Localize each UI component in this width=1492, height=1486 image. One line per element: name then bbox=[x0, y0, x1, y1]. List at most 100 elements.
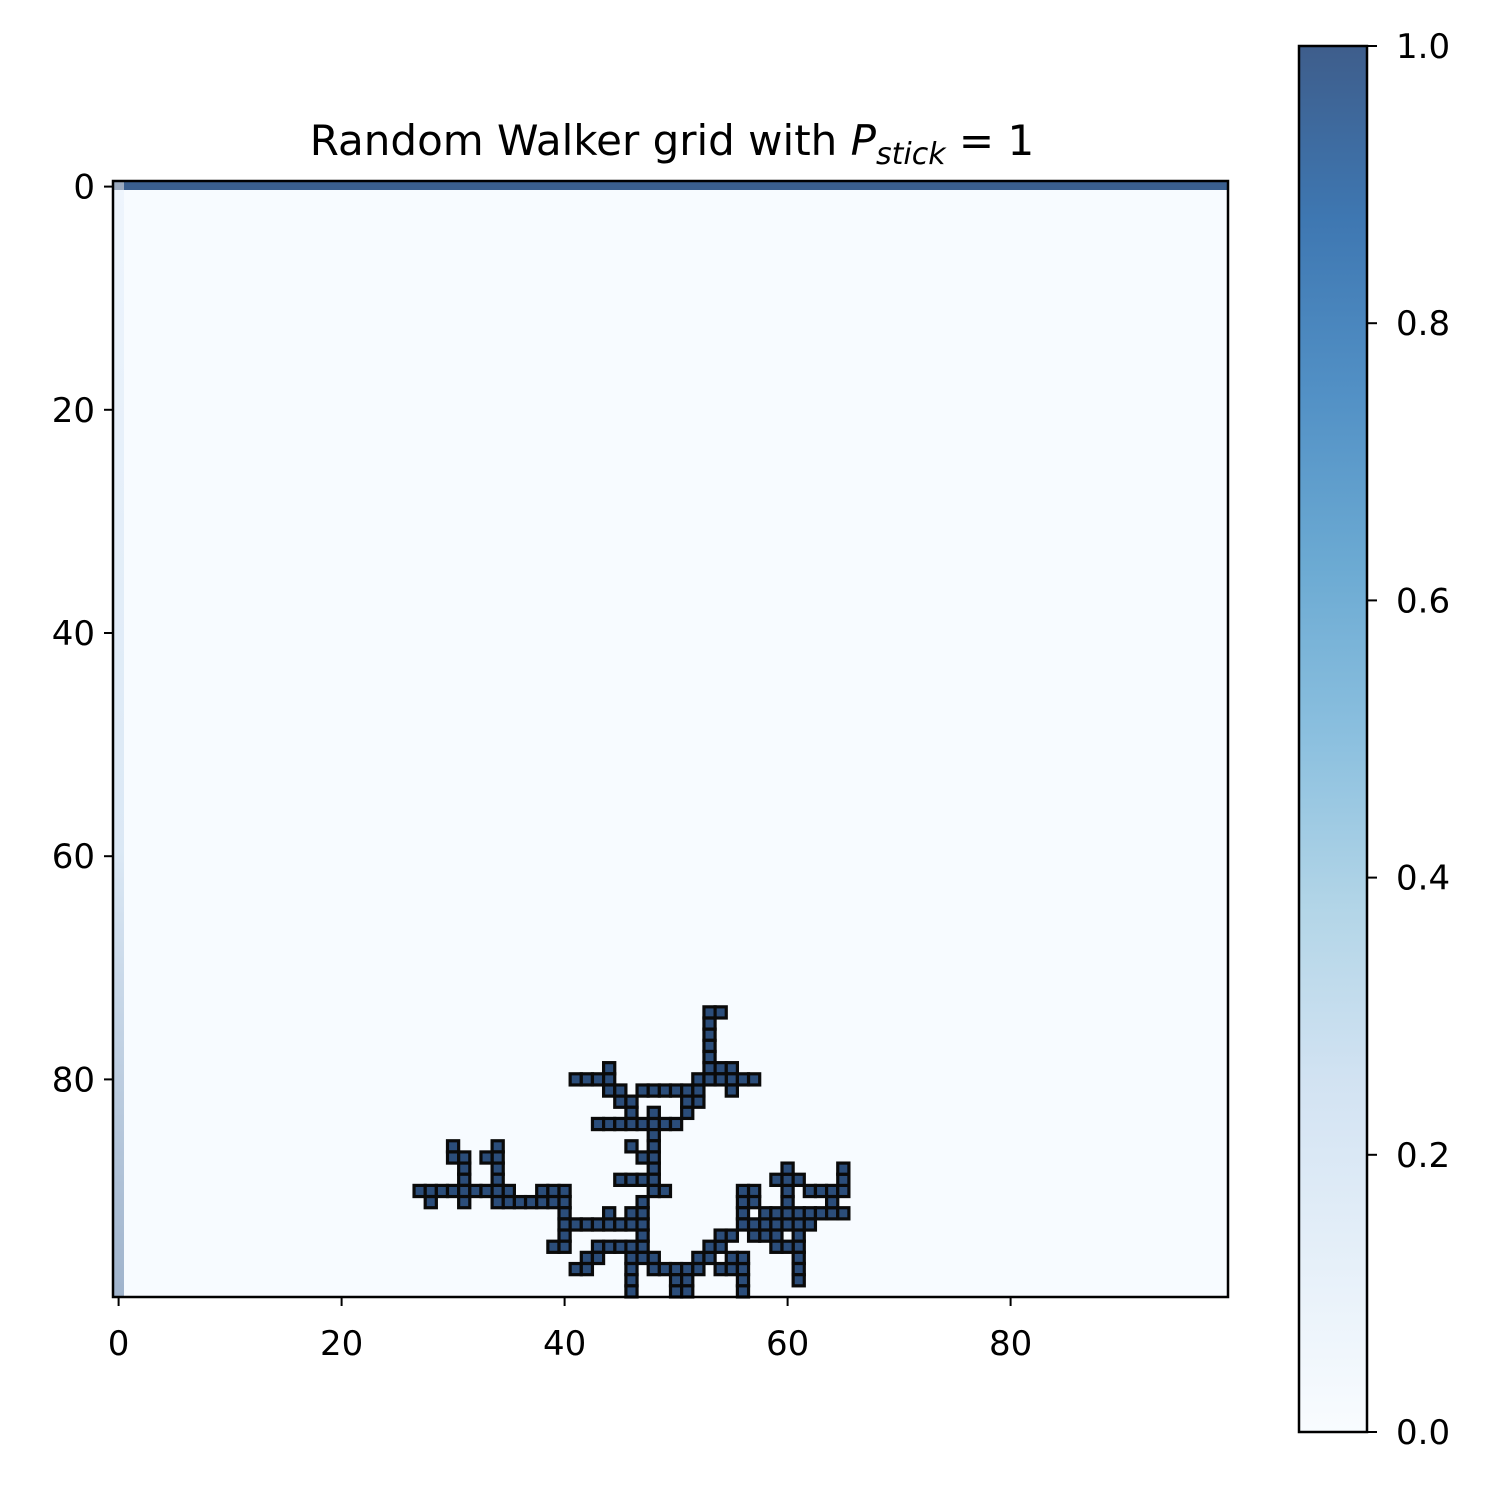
cluster-cell bbox=[646, 1150, 661, 1165]
cluster-cell bbox=[746, 1194, 762, 1210]
cluster-cell bbox=[702, 1027, 717, 1042]
cluster-cell bbox=[624, 1239, 639, 1254]
cluster-cell bbox=[557, 1194, 572, 1210]
cluster-cell bbox=[836, 1183, 851, 1199]
y-axis: 0 20 40 60 80 bbox=[52, 168, 113, 1100]
heatmap-background bbox=[113, 181, 1228, 1297]
cluster-cell bbox=[590, 1239, 606, 1254]
cluster-cell bbox=[590, 1250, 606, 1266]
cluster-cell bbox=[702, 1038, 717, 1054]
cluster-cell bbox=[735, 1206, 751, 1221]
cluster-cell bbox=[624, 1261, 639, 1277]
cluster-cell bbox=[568, 1261, 583, 1277]
cluster-cell bbox=[490, 1150, 505, 1165]
cluster-cell bbox=[601, 1072, 617, 1087]
cluster-cell bbox=[680, 1083, 695, 1098]
chart-title-prefix: Random Walker grid with bbox=[310, 116, 851, 165]
x-tick-label: 0 bbox=[108, 1324, 130, 1364]
chart-title-subscript: stick bbox=[876, 137, 947, 172]
y-tick-label: 0 bbox=[73, 168, 95, 208]
colorbar-gradient bbox=[1299, 46, 1367, 1432]
cluster-cell bbox=[490, 1194, 505, 1210]
cluster-cell bbox=[824, 1206, 840, 1221]
cluster-cell bbox=[691, 1083, 706, 1098]
cluster-cell bbox=[746, 1217, 762, 1232]
cluster-cell bbox=[713, 1228, 728, 1243]
cluster-cell bbox=[579, 1261, 595, 1277]
cluster-cell bbox=[802, 1206, 818, 1221]
cluster-cell bbox=[601, 1239, 617, 1254]
cluster-cell bbox=[713, 1005, 728, 1020]
x-tick-label: 80 bbox=[989, 1324, 1032, 1364]
chart-title-suffix: = 1 bbox=[946, 116, 1035, 165]
cluster-cell bbox=[490, 1172, 505, 1187]
cluster-cell bbox=[557, 1206, 572, 1221]
x-axis: 0 20 40 60 80 bbox=[108, 1297, 1032, 1364]
cluster-cell bbox=[579, 1217, 595, 1232]
cluster-cell bbox=[702, 1239, 717, 1254]
cluster-cell bbox=[657, 1083, 673, 1098]
cluster-cell bbox=[791, 1273, 806, 1288]
colorbar-tick-label: 0.4 bbox=[1396, 859, 1450, 899]
cluster-cell bbox=[780, 1161, 795, 1176]
cluster-cell bbox=[668, 1261, 684, 1277]
cluster-cell bbox=[824, 1183, 840, 1199]
colorbar-frame bbox=[1297, 44, 1369, 1434]
cluster-cell bbox=[724, 1061, 739, 1076]
y-tick-label: 40 bbox=[52, 614, 95, 654]
cluster-cell bbox=[735, 1273, 751, 1288]
cluster-cell bbox=[791, 1250, 806, 1266]
cluster-cell bbox=[724, 1228, 739, 1243]
heatmap-area bbox=[111, 179, 1230, 1299]
cluster-cell bbox=[601, 1083, 617, 1098]
cluster-cell bbox=[836, 1206, 851, 1221]
cluster-cell bbox=[601, 1217, 617, 1232]
cluster-cell bbox=[780, 1172, 795, 1187]
cluster-cell bbox=[557, 1228, 572, 1243]
cluster-cell bbox=[769, 1239, 784, 1254]
cluster-cell bbox=[635, 1250, 650, 1266]
cluster-cell bbox=[657, 1183, 673, 1199]
cluster-cell bbox=[769, 1217, 784, 1232]
cluster-cell bbox=[668, 1083, 684, 1098]
cluster-cell bbox=[557, 1183, 572, 1199]
cluster-cell bbox=[680, 1105, 695, 1121]
cluster-cell bbox=[646, 1261, 661, 1277]
cluster-cell bbox=[613, 1217, 628, 1232]
cluster-cell bbox=[713, 1261, 728, 1277]
cluster-cell bbox=[668, 1116, 684, 1132]
heatmap-top-row bbox=[113, 181, 1228, 190]
cluster-cell bbox=[702, 1250, 717, 1266]
cluster-cell bbox=[746, 1228, 762, 1243]
cluster-cell bbox=[836, 1161, 851, 1176]
cluster-cell bbox=[546, 1239, 561, 1254]
cluster-cell bbox=[769, 1228, 784, 1243]
cluster-cell bbox=[457, 1183, 472, 1199]
cluster-cell bbox=[613, 1239, 628, 1254]
y-tick-label: 20 bbox=[52, 391, 95, 431]
cluster-cell bbox=[758, 1228, 773, 1243]
cluster-cell bbox=[523, 1194, 539, 1210]
cluster-cell bbox=[735, 1284, 751, 1299]
cluster-cell bbox=[624, 1139, 639, 1154]
cluster-cell bbox=[568, 1217, 583, 1232]
cluster-cell bbox=[758, 1217, 773, 1232]
cluster-cell bbox=[646, 1105, 661, 1121]
cluster-cell bbox=[735, 1250, 751, 1266]
cluster-cell bbox=[613, 1094, 628, 1109]
cluster-layer bbox=[412, 1005, 851, 1299]
cluster-cell bbox=[802, 1217, 818, 1232]
cluster-cell bbox=[702, 1061, 717, 1076]
cluster-cell bbox=[490, 1139, 505, 1154]
cluster-cell bbox=[624, 1217, 639, 1232]
cluster-cell bbox=[713, 1072, 728, 1087]
cluster-cell bbox=[624, 1116, 639, 1132]
cluster-cell bbox=[457, 1194, 472, 1210]
y-tick-label: 80 bbox=[52, 1060, 95, 1100]
cluster-cell bbox=[668, 1273, 684, 1288]
cluster-cell bbox=[713, 1061, 728, 1076]
cluster-cell bbox=[646, 1250, 661, 1266]
cluster-cell bbox=[579, 1250, 595, 1266]
cluster-cell bbox=[635, 1194, 650, 1210]
cluster-cell bbox=[613, 1172, 628, 1187]
